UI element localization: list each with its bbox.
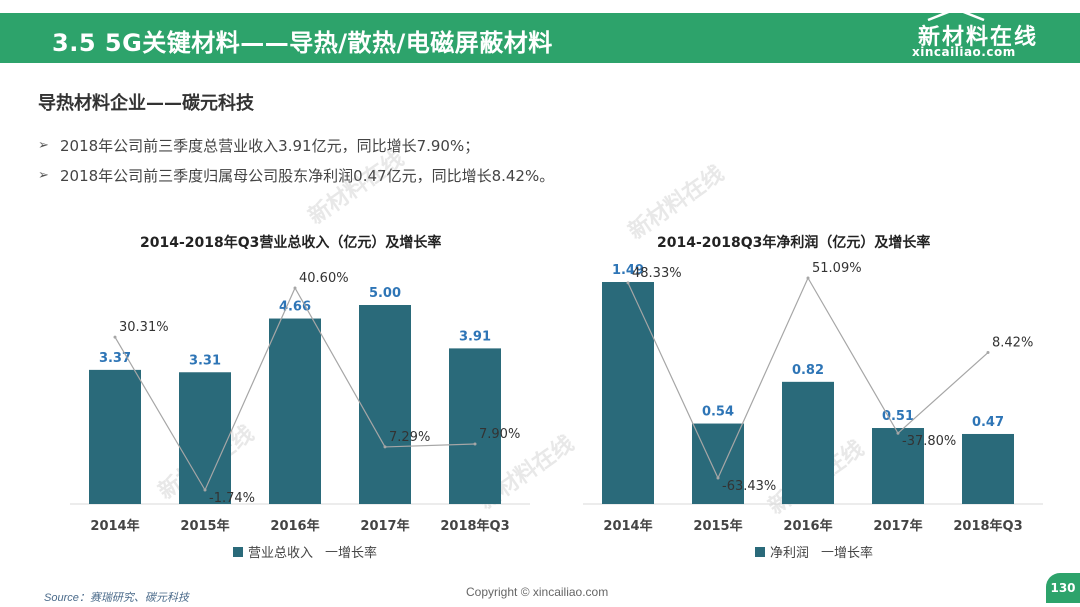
arrow-bullet-icon: ➢ — [38, 167, 49, 183]
section-title: 导热材料企业——碳元科技 — [38, 93, 254, 114]
legend-revenue: 营业总收入 — 增长率 — [233, 542, 377, 561]
bar-value-label: 0.47 — [972, 415, 1004, 430]
growth-value-label: 8.42% — [992, 336, 1033, 351]
growth-point — [293, 286, 297, 290]
x-tick-label: 2015年 — [180, 518, 229, 534]
growth-value-label: 30.31% — [119, 320, 169, 335]
bar-value-label: 5.00 — [369, 286, 401, 301]
bar — [359, 305, 411, 504]
page-number: 130 — [1046, 573, 1080, 603]
growth-point — [203, 488, 207, 492]
bar-value-label: 1.49 — [612, 263, 644, 278]
slide-title: 3.5 5G关键材料——导热/散热/电磁屏蔽材料 — [52, 29, 553, 57]
growth-point — [473, 442, 477, 446]
growth-value-label: 48.33% — [632, 266, 682, 281]
logo-wordmark: 新材料在线 — [918, 25, 1039, 50]
profit-chart: 1.49 2014年 0.54 2015年 0.82 2016年 0.51 2017年 0.47… — [583, 261, 1043, 534]
x-tick-label: 2018年Q3 — [953, 518, 1022, 534]
chart-title-profit: 2014-2018Q3年净利润（亿元）及增长率 — [657, 235, 931, 251]
bullet-text: 2018年公司前三季度归属母公司股东净利润0.47亿元，同比增长8.42%。 — [60, 166, 555, 185]
growth-point — [716, 476, 720, 480]
bar — [179, 372, 231, 504]
copyright-notice: Copyright © xincailiao.com — [466, 585, 609, 599]
line-legend-glyph: — — [325, 544, 339, 559]
bar-value-label: 3.37 — [99, 351, 131, 366]
bar-value-label: 0.51 — [882, 409, 914, 424]
x-tick-label: 2015年 — [693, 518, 742, 534]
growth-value-label: 7.29% — [389, 430, 430, 445]
bar-legend-swatch — [233, 546, 243, 557]
growth-value-label: 7.90% — [479, 427, 520, 442]
x-tick-label: 2018年Q3 — [440, 518, 509, 534]
source-note: Source：赛瑞研究、碳元科技 — [44, 592, 189, 604]
bar-legend-swatch — [755, 546, 765, 557]
growth-value-label: -63.43% — [722, 479, 776, 494]
brand-logo: 新材料在线 xincailiao.com — [910, 7, 1040, 63]
legend-line-label: 增长率 — [338, 546, 378, 561]
roof-icon — [927, 7, 985, 21]
x-tick-label: 2014年 — [603, 518, 652, 534]
growth-point — [626, 281, 630, 285]
bar — [782, 381, 834, 504]
bullet-list: ➢ 2018年公司前三季度总营业收入3.91亿元，同比增长7.90%； ➢ 20… — [38, 130, 554, 190]
bar-value-label: 0.82 — [792, 363, 824, 378]
bar — [962, 433, 1014, 504]
line-legend-glyph: — — [821, 544, 835, 559]
growth-value-label: 51.09% — [812, 261, 862, 276]
growth-point — [113, 335, 117, 339]
x-tick-label: 2014年 — [90, 518, 139, 534]
growth-point — [896, 431, 900, 435]
bullet-item: ➢ 2018年公司前三季度总营业收入3.91亿元，同比增长7.90%； — [38, 130, 554, 160]
x-tick-label: 2017年 — [873, 518, 922, 534]
growth-point — [806, 276, 810, 280]
growth-point — [986, 351, 990, 355]
bullet-text: 2018年公司前三季度总营业收入3.91亿元，同比增长7.90%； — [60, 136, 480, 155]
bullet-item: ➢ 2018年公司前三季度归属母公司股东净利润0.47亿元，同比增长8.42%。 — [38, 160, 554, 190]
bar — [449, 348, 501, 504]
x-tick-label: 2016年 — [270, 518, 319, 534]
bar — [602, 282, 654, 504]
bar-value-label: 3.91 — [459, 329, 491, 344]
legend-bar-label: 净利润 — [770, 546, 810, 561]
bar-value-label: 3.31 — [189, 353, 221, 368]
title-bar: 3.5 5G关键材料——导热/散热/电磁屏蔽材料 新材料在线 xincailia… — [0, 7, 1080, 63]
legend-line-label: 增长率 — [834, 546, 874, 561]
bar-value-label: 0.54 — [702, 405, 734, 420]
x-tick-label: 2016年 — [783, 518, 832, 534]
bar — [872, 428, 924, 504]
bar — [692, 423, 744, 504]
logo-domain: xincailiao.com — [912, 45, 1016, 59]
growth-value-label: 40.60% — [299, 271, 349, 286]
arrow-bullet-icon: ➢ — [38, 137, 49, 153]
legend-profit: 净利润 — 增长率 — [755, 542, 873, 561]
chart-title-revenue: 2014-2018年Q3营业总收入（亿元）及增长率 — [140, 235, 442, 251]
bar — [269, 318, 321, 504]
legend-bar-label: 营业总收入 — [248, 546, 314, 561]
bar — [89, 369, 141, 504]
growth-value-label: -1.74% — [209, 491, 255, 506]
revenue-chart: 3.372014年3.312015年4.662016年5.002017年3.91… — [70, 271, 530, 534]
growth-value-label: -37.80% — [902, 434, 956, 449]
growth-point — [383, 445, 387, 449]
x-tick-label: 2017年 — [360, 518, 409, 534]
